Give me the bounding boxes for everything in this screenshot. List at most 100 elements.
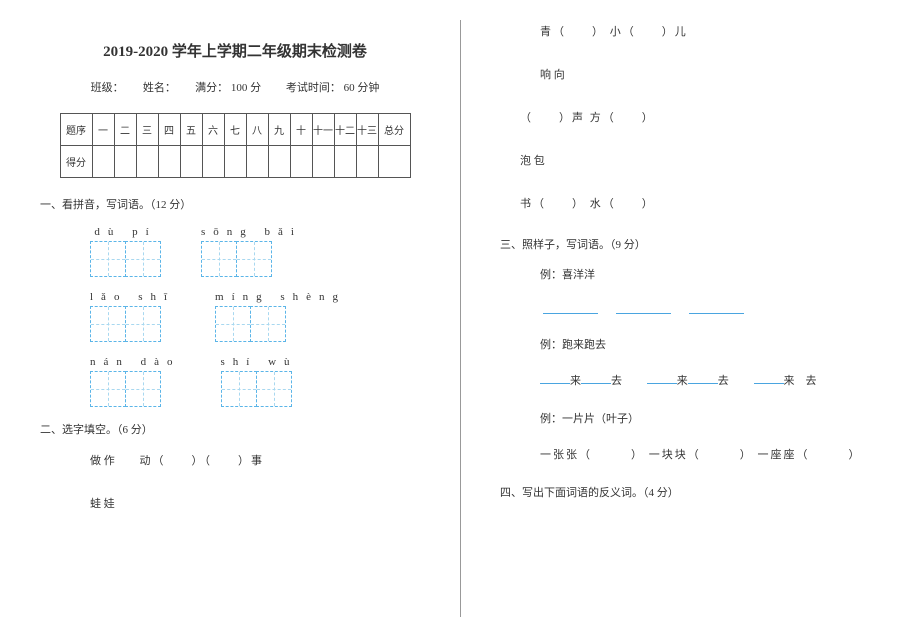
pinyin-row: dù pí sōng bǎi (90, 226, 430, 277)
char-box (90, 241, 126, 277)
table-row: 得分 (60, 146, 410, 178)
q4-heading: 四、写出下面词语的反义词。（4 分） (500, 484, 890, 500)
score-cell (158, 146, 180, 178)
pinyin-row: lǎo shī míng shèng (90, 291, 430, 342)
col-header: 七 (224, 114, 246, 146)
q3-ex2: 例：跑来跑去 (540, 336, 890, 352)
blank (543, 302, 598, 314)
pattern-text: 来 (677, 375, 688, 387)
col-header: 九 (268, 114, 290, 146)
char-box (125, 371, 161, 407)
time-label: 考试时间： (286, 82, 341, 94)
score-cell (180, 146, 202, 178)
pinyin-label: lǎo shī (90, 291, 175, 303)
pinyin-item: sōng bǎi (201, 226, 302, 277)
score-cell (334, 146, 356, 178)
pattern-text: 去 (611, 375, 622, 387)
blank (689, 302, 744, 314)
blank (647, 372, 677, 384)
name-label: 姓名： (143, 82, 171, 94)
char-box (250, 306, 286, 342)
pinyin-item: lǎo shī (90, 291, 175, 342)
q2-pair2: 蛙 娃 (90, 494, 430, 515)
col-header: 八 (246, 114, 268, 146)
col-header: 五 (180, 114, 202, 146)
col-header: 十二 (334, 114, 356, 146)
exam-meta: 班级： 姓名： 满分： 100 分 考试时间： 60 分钟 (40, 79, 430, 95)
char-box (125, 241, 161, 277)
pinyin-item: shí wù (221, 356, 298, 407)
pinyin-label: míng shèng (215, 291, 346, 303)
q2-pair3-line: （ ）声 方（ ） (520, 108, 890, 129)
right-column: 青（ ） 小（ ）儿 响 向 （ ）声 方（ ） 泡 包 书（ ） 水（ ） 三… (460, 0, 920, 637)
row-label: 题序 (60, 114, 92, 146)
fullscore-value: 100 分 (231, 82, 261, 94)
blank (754, 372, 784, 384)
col-header: 一 (92, 114, 114, 146)
blank (581, 372, 611, 384)
table-row: 题序 一 二 三 四 五 六 七 八 九 十 十一 十二 十三 总分 (60, 114, 410, 146)
char-boxes (221, 371, 298, 407)
col-header: 十一 (312, 114, 334, 146)
fullscore-label: 满分： (195, 82, 228, 94)
char-boxes (201, 241, 302, 277)
score-cell (356, 146, 378, 178)
q3-heading: 三、照样子，写词语。（9 分） (500, 236, 890, 252)
score-cell (136, 146, 158, 178)
q3-ex1: 例：喜洋洋 (540, 266, 890, 282)
pattern-text: 去 (718, 375, 729, 387)
q2-pair4-chars: 泡 包 (520, 151, 890, 172)
score-cell (378, 146, 410, 178)
score-cell (312, 146, 334, 178)
col-header: 二 (114, 114, 136, 146)
score-cell (268, 146, 290, 178)
score-cell (224, 146, 246, 178)
col-header: 四 (158, 114, 180, 146)
pinyin-label: shí wù (221, 356, 298, 368)
fill-line: 动（ ）（ ）事 (140, 455, 265, 467)
q2-pair2-line: 青（ ） 小（ ）儿 (540, 22, 890, 43)
row-label: 得分 (60, 146, 92, 178)
char-box (90, 371, 126, 407)
score-cell (246, 146, 268, 178)
char-box (90, 306, 126, 342)
score-cell (202, 146, 224, 178)
blank (540, 372, 570, 384)
pinyin-label: sōng bǎi (201, 226, 302, 238)
char-box (201, 241, 237, 277)
total-label: 总分 (378, 114, 410, 146)
pinyin-item: dù pí (90, 226, 161, 277)
blank (688, 372, 718, 384)
char-pair: 蛙 娃 (90, 498, 115, 510)
score-cell (92, 146, 114, 178)
left-column: 2019-2020 学年上学期二年级期末检测卷 班级： 姓名： 满分： 100 … (0, 0, 460, 637)
score-cell (114, 146, 136, 178)
q2-pair3-chars: 响 向 (540, 65, 890, 86)
char-boxes (90, 371, 181, 407)
col-header: 三 (136, 114, 158, 146)
col-header: 十 (290, 114, 312, 146)
char-box (256, 371, 292, 407)
q1-heading: 一、看拼音，写词语。（12 分） (40, 196, 430, 212)
q2-pair4-line: 书（ ） 水（ ） (520, 194, 890, 215)
char-box (236, 241, 272, 277)
pinyin-label: dù pí (90, 226, 161, 238)
q3-ex1-blanks (540, 302, 890, 314)
time-value: 60 分钟 (344, 82, 380, 94)
char-box (221, 371, 257, 407)
pattern-text: 去 (806, 375, 817, 387)
q3-ex3-line: 一张张（ ） 一块块（ ） 一座座（ ） (540, 446, 890, 462)
class-label: 班级： (91, 82, 119, 94)
q3-ex3: 例：一片片（叶子） (540, 410, 890, 426)
q2-heading: 二、选字填空。（6 分） (40, 421, 430, 437)
q3-ex2-pattern: 来去 来去 来 去 (540, 372, 890, 388)
char-box (125, 306, 161, 342)
page-title: 2019-2020 学年上学期二年级期末检测卷 (40, 40, 430, 61)
pattern-text: 来 (570, 375, 581, 387)
pinyin-item: míng shèng (215, 291, 346, 342)
char-boxes (90, 306, 175, 342)
char-pair: 做 作 (90, 455, 115, 467)
char-boxes (215, 306, 346, 342)
score-cell (290, 146, 312, 178)
q2-pair1: 做 作 动（ ）（ ）事 (90, 451, 430, 472)
